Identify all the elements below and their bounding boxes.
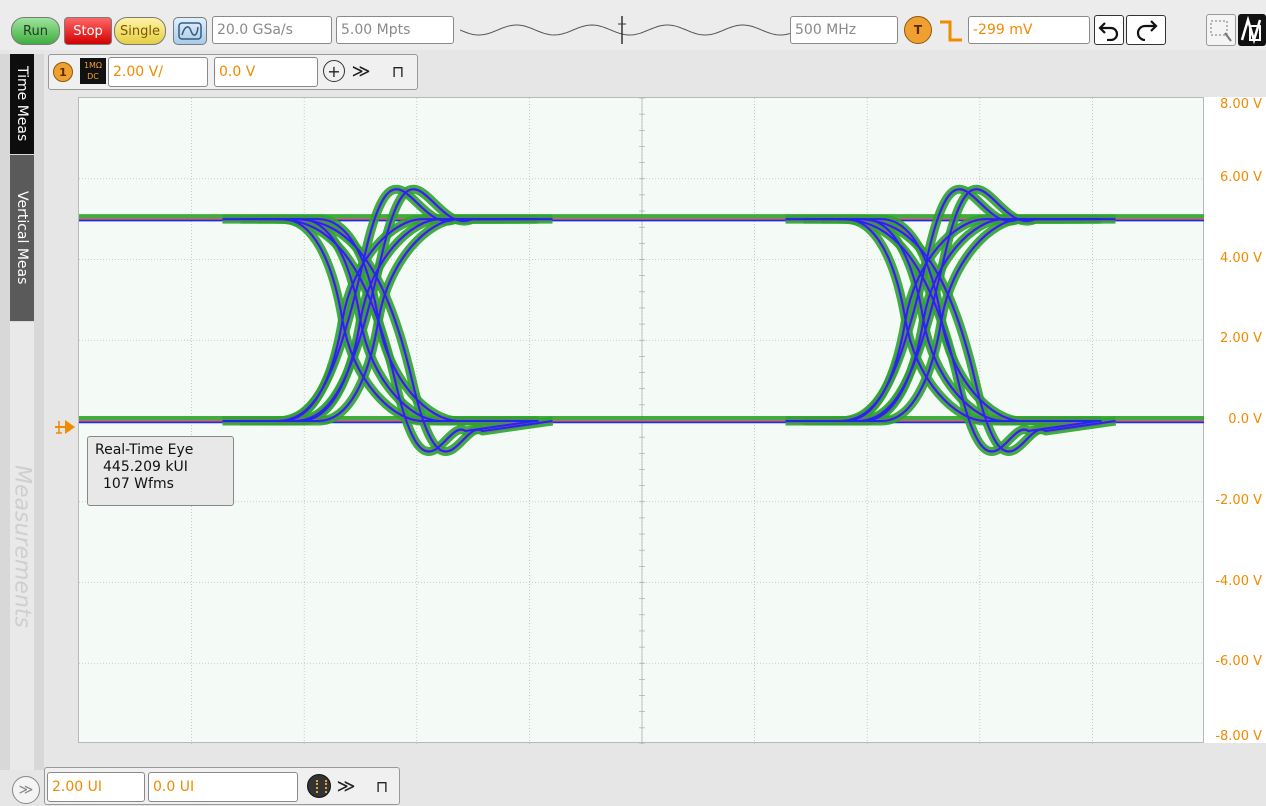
falling-edge-trace — [222, 218, 503, 422]
rising-edge-trace — [292, 188, 553, 422]
falling-edge-trace — [838, 218, 1099, 453]
toolbar: Run Stop Single 20.0 GSa/s 5.00 Mpts 500… — [0, 0, 1266, 50]
undo-button[interactable] — [1094, 15, 1124, 45]
channel-1-badge[interactable]: 1 — [53, 62, 73, 82]
horizontal-more-button[interactable]: ≫ — [336, 775, 356, 797]
vertical-offset-field[interactable]: 0.0 V — [214, 57, 318, 87]
y-axis-tick-label: 2.00 V — [1220, 331, 1262, 347]
horizontal-position-field[interactable]: 0.0 UI — [148, 772, 298, 802]
add-channel-button[interactable]: + — [323, 60, 345, 82]
y-axis-tick-label: 6.00 V — [1220, 169, 1262, 185]
y-axis-tick-label: -6.00 V — [1215, 654, 1262, 670]
single-button[interactable]: Single — [114, 17, 166, 45]
sample-rate-field[interactable]: 20.0 GSa/s — [212, 16, 332, 44]
waveform-mode-icon — [1240, 15, 1262, 45]
trigger-edge-icon[interactable] — [938, 18, 964, 44]
tab-time-meas[interactable]: Time Meas — [10, 54, 34, 154]
expand-panel-button[interactable]: ≫ — [12, 776, 40, 804]
measurement-title: Real-Time Eye — [95, 442, 194, 458]
rising-edge-trace — [838, 188, 1099, 422]
falling-edge-trace — [275, 218, 536, 453]
falling-edge-trace — [240, 218, 521, 422]
coupling-mode: DC — [87, 72, 99, 81]
run-button[interactable]: Run — [11, 17, 60, 45]
auto-scale-icon — [178, 22, 202, 40]
stop-button[interactable]: Stop — [64, 17, 112, 45]
timebase-icon[interactable] — [307, 774, 331, 798]
measurement-waveform-count: 107 Wfms — [103, 476, 174, 492]
bandwidth-field[interactable]: 500 MHz — [790, 16, 898, 44]
falling-edge-trace — [855, 218, 1116, 453]
y-axis-tick-label: -2.00 V — [1215, 492, 1262, 508]
real-time-eye-readout[interactable]: Real-Time Eye 445.209 kUI 107 Wfms — [87, 436, 234, 506]
y-axis-tick-label: 8.00 V — [1220, 97, 1262, 112]
undo-icon — [1098, 22, 1119, 41]
horizontal-scale-field[interactable]: 2.00 UI — [47, 772, 145, 802]
timebase-position-indicator[interactable] — [460, 14, 790, 46]
tab-measurements[interactable]: Measurements — [10, 322, 35, 770]
measurement-ui-count: 445.209 kUI — [103, 459, 188, 475]
redo-button[interactable] — [1126, 15, 1166, 45]
waveform-plot[interactable] — [78, 97, 1205, 744]
eye-diagram-svg — [79, 98, 1205, 744]
left-tab-strip: Time Meas Vertical Meas Measurements — [0, 54, 44, 770]
channel-coupling-indicator[interactable]: 1MΩ DC — [80, 58, 106, 84]
falling-edge-trace — [803, 218, 1084, 422]
trigger-badge[interactable]: T — [904, 16, 932, 44]
zoom-icon — [1210, 20, 1232, 42]
rising-edge-trace — [275, 188, 536, 422]
falling-edge-trace — [292, 218, 553, 453]
memory-depth-field[interactable]: 5.00 Mpts — [336, 16, 454, 44]
channel-more-button[interactable]: ≫ — [351, 60, 371, 82]
vertical-scale-field[interactable]: 2.00 V/ — [108, 57, 208, 87]
ground-reference-icon[interactable] — [53, 417, 77, 437]
channel-pin-button[interactable]: ⊓ — [391, 61, 405, 81]
trigger-level-field[interactable]: -299 mV — [968, 16, 1090, 44]
y-axis-tick-label: 4.00 V — [1220, 250, 1262, 266]
zoom-button[interactable] — [1206, 14, 1236, 46]
horizontal-pin-button[interactable]: ⊓ — [375, 776, 389, 796]
auto-scale-button[interactable] — [173, 17, 207, 45]
y-axis-tick-label: -4.00 V — [1215, 573, 1262, 589]
y-axis-labels: 8.00 V 6.00 V 4.00 V 2.00 V 0.0 V -2.00 V -4.0… — [1204, 97, 1266, 744]
waveform-mode-button[interactable] — [1238, 14, 1266, 46]
coupling-impedance: 1MΩ — [83, 61, 103, 70]
redo-icon — [1136, 20, 1158, 41]
y-axis-tick-label: -8.00 V — [1215, 729, 1262, 744]
tab-vertical-meas[interactable]: Vertical Meas — [10, 155, 34, 321]
y-axis-tick-label: 0.0 V — [1228, 412, 1262, 427]
rising-edge-trace — [855, 188, 1116, 422]
falling-edge-trace — [785, 218, 1066, 422]
